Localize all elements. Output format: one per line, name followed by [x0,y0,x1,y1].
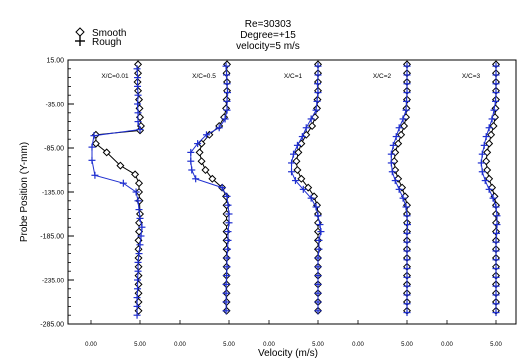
smooth-point [397,130,406,139]
smooth-point [102,148,111,157]
smooth-series-line [95,64,142,311]
smooth-point [116,161,125,170]
smooth-point [304,183,313,192]
title-line-1: Re=30303 [245,19,292,30]
x-tick-label: 0.00 [263,342,275,348]
panel-label: X/C=0.5 [192,73,216,80]
smooth-point [134,280,143,289]
x-tick-label: 0.00 [174,342,186,348]
smooth-point [197,157,206,166]
smooth-point [135,218,144,227]
rough-series-line [91,68,143,316]
smooth-point [293,165,302,175]
panel-label: X/C=2 [373,73,392,80]
panel-label: X/C=3 [462,73,481,80]
chart-title: Re=30303 Degree=+15 velocity=5 m/s [236,19,300,52]
smooth-point [208,174,217,183]
legend: Smooth Rough [75,27,126,48]
smooth-point [195,148,204,157]
smooth-point [308,121,317,131]
y-tick-label: -35.00 [46,102,65,109]
panel-1: X/C=0.01 0.00 5.00 [85,60,146,348]
legend-rough-label: Rough [92,37,121,48]
x-tick-label: 0.00 [441,342,453,348]
smooth-point [134,289,143,298]
smooth-point [294,148,303,157]
panel-2: X/C=0.5 0.00 5.00 [174,60,235,348]
smooth-point [134,297,143,307]
panel-5: X/C=3 0.00 5.00 [441,60,502,348]
y-axis-label: Probe Position (Y-mm) [19,142,30,242]
smooth-point [483,148,492,157]
smooth-point [292,157,301,166]
y-tick-label: -235.00 [42,278,64,285]
panel-3: X/C=1 0.00 5.00 [263,60,324,348]
smooth-point [134,60,143,69]
y-axis: 15.00 -35.00 -85.00 -135.00 -185.00 -235.00 -2… [40,58,74,329]
smooth-point [135,95,144,104]
smooth-point [485,139,494,148]
smooth-point [134,306,143,315]
y-tick-label: -85.00 [44,146,64,153]
smooth-point [297,174,306,183]
x-tick-label: 5.00 [223,342,235,348]
smooth-point [482,157,491,166]
x-axis-label: Velocity (m/s) [258,348,318,358]
smooth-point [134,262,143,271]
smooth-point [131,170,140,179]
panel-label: X/C=0.01 [101,73,129,80]
panel-4: X/C=2 0.00 5.00 [352,60,413,348]
x-tick-label: 5.00 [401,342,413,348]
legend-smooth-label: Smooth [92,28,126,39]
title-line-3: velocity=5 m/s [236,41,300,52]
smooth-point [487,130,496,139]
smooth-point [135,227,144,236]
title-line-2: Degree=+15 [240,30,296,41]
smooth-point [91,139,100,148]
x-tick-label: 5.00 [312,342,324,348]
smooth-point [135,179,144,188]
y-tick-label: -285.00 [40,322,64,329]
smooth-point [201,165,210,175]
legend-smooth-marker [75,27,85,37]
x-tick-label: 0.00 [85,342,97,348]
panel-label: X/C=1 [284,73,303,80]
x-tick-label: 5.00 [490,342,502,348]
y-tick-label: -135.00 [42,190,64,197]
y-tick-label: -185.00 [40,234,64,241]
y-tick-label: 15.00 [46,58,64,65]
x-tick-label: 5.00 [134,342,146,348]
x-tick-label: 0.00 [352,342,364,348]
panels: X/C=0.01 0.00 5.00 X/C=0.5 0.00 5.00 X/C=1 0.00… [85,60,502,348]
